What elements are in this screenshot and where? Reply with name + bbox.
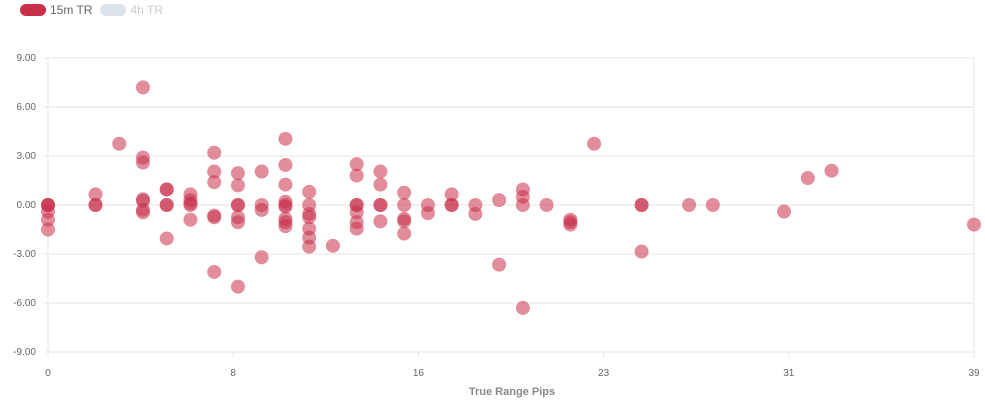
data-point <box>183 212 198 227</box>
data-point <box>634 198 649 212</box>
data-point <box>325 238 340 253</box>
y-tick-label: -3.00 <box>13 249 36 260</box>
x-tick-label: 8 <box>230 368 236 379</box>
data-point <box>230 215 245 230</box>
data-point <box>207 210 222 225</box>
data-point <box>278 219 293 234</box>
data-point <box>41 212 55 227</box>
x-tick-label: 23 <box>598 368 610 379</box>
data-point <box>207 145 222 160</box>
data-point <box>230 166 245 181</box>
data-point <box>515 198 530 212</box>
y-tick-label: -6.00 <box>13 298 36 309</box>
y-tick-label: 9.00 <box>17 53 37 64</box>
y-tick-label: 0.00 <box>17 200 37 211</box>
data-point <box>135 155 150 170</box>
data-point <box>278 157 293 172</box>
x-tick-label: 39 <box>968 368 980 379</box>
data-point <box>254 202 269 217</box>
data-point <box>302 210 317 225</box>
data-point <box>88 187 103 202</box>
data-point <box>515 300 530 315</box>
data-point <box>278 177 293 192</box>
legend: 15m TR 4h TR <box>20 3 163 17</box>
data-point <box>349 221 364 236</box>
data-point <box>230 198 245 212</box>
data-point <box>397 214 412 229</box>
data-point <box>468 206 483 221</box>
data-point <box>967 217 981 232</box>
data-point <box>302 184 317 199</box>
data-point <box>777 204 792 219</box>
data-point <box>705 198 720 212</box>
data-point <box>373 164 388 179</box>
data-point <box>444 198 459 212</box>
legend-swatch-4h-tr <box>100 4 127 16</box>
data-point <box>349 157 364 172</box>
x-tick-label: 0 <box>45 368 51 379</box>
data-point <box>135 80 150 95</box>
data-point <box>207 264 222 279</box>
data-point <box>159 198 174 212</box>
data-point <box>112 136 127 151</box>
data-point <box>444 187 459 202</box>
x-tick-label: 16 <box>413 368 425 379</box>
data-point <box>254 164 269 179</box>
data-point <box>587 136 602 151</box>
data-point <box>135 205 150 220</box>
data-point <box>302 239 317 254</box>
data-points <box>41 80 981 315</box>
data-point <box>539 198 554 212</box>
data-point <box>207 164 222 179</box>
y-axis-ticks: 9.00 6.00 3.00 0.00 -3.00 -6.00 -9.00 <box>13 53 36 358</box>
data-point <box>207 175 222 190</box>
data-point <box>373 214 388 229</box>
grid-lines <box>44 57 975 356</box>
data-point <box>420 206 435 221</box>
data-point <box>88 198 103 212</box>
x-axis-ticks: 0 8 16 23 31 39 <box>45 352 980 379</box>
data-point <box>373 198 388 212</box>
x-tick-label: 31 <box>783 368 795 379</box>
data-point <box>563 217 578 232</box>
data-point <box>800 171 815 186</box>
data-point <box>183 198 198 212</box>
data-point <box>397 185 412 200</box>
legend-label-4h-tr: 4h TR <box>130 3 163 17</box>
data-point <box>397 198 412 212</box>
y-tick-label: -9.00 <box>13 347 36 358</box>
data-point <box>159 182 174 197</box>
legend-item-15m-tr[interactable]: 15m TR <box>20 3 92 17</box>
legend-label-15m-tr: 15m TR <box>50 3 93 17</box>
data-point <box>373 177 388 192</box>
data-point <box>230 279 245 294</box>
data-point <box>278 131 293 146</box>
x-axis-label: True Range Pips <box>469 386 555 398</box>
data-point <box>397 226 412 241</box>
data-point <box>682 198 697 212</box>
data-point <box>278 199 293 214</box>
data-point <box>824 163 839 178</box>
data-point <box>159 231 174 246</box>
data-point <box>41 222 55 237</box>
y-tick-label: 6.00 <box>17 102 37 113</box>
data-point <box>230 178 245 193</box>
data-point <box>634 244 649 259</box>
data-point <box>349 205 364 220</box>
data-point <box>492 193 507 208</box>
data-point <box>349 168 364 183</box>
legend-item-4h-tr[interactable]: 4h TR <box>100 3 163 17</box>
y-tick-label: 3.00 <box>17 151 37 162</box>
data-point <box>492 257 507 272</box>
legend-swatch-15m-tr <box>20 4 46 16</box>
data-point <box>254 250 269 265</box>
